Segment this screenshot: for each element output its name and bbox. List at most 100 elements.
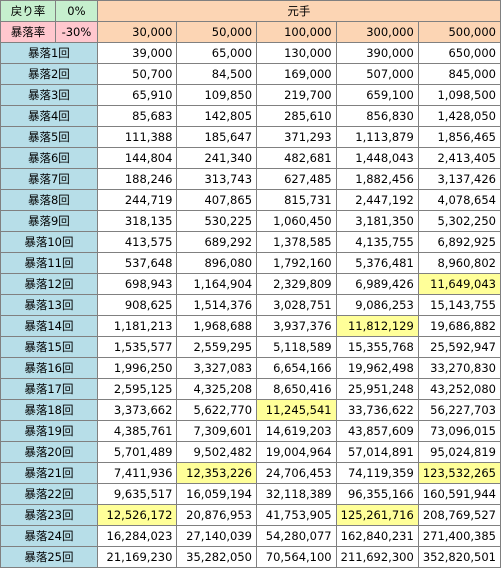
balance-cell[interactable]: 125,261,716 [335,504,419,526]
balance-cell[interactable]: 185,647 [176,126,258,148]
balance-cell[interactable]: 16,284,023 [96,525,178,547]
balance-cell[interactable]: 14,619,203 [256,420,337,442]
balance-cell[interactable]: 1,181,213 [96,315,178,337]
balance-cell[interactable]: 1,060,450 [256,210,337,232]
balance-cell[interactable]: 413,575 [96,231,178,253]
balance-cell[interactable]: 19,962,498 [335,357,419,379]
balance-cell[interactable]: 11,649,043 [417,273,501,295]
balance-cell[interactable]: 219,700 [256,84,337,106]
balance-cell[interactable]: 390,000 [335,42,419,64]
balance-cell[interactable]: 9,502,482 [176,441,258,463]
balance-cell[interactable]: 32,118,389 [256,483,337,505]
balance-cell[interactable]: 8,650,416 [256,378,337,400]
balance-cell[interactable]: 285,610 [256,105,337,127]
balance-cell[interactable]: 57,014,891 [335,441,419,463]
balance-cell[interactable]: 1,098,500 [417,84,501,106]
balance-cell[interactable]: 482,681 [256,147,337,169]
balance-cell[interactable]: 20,876,953 [176,504,258,526]
balance-cell[interactable]: 1,164,904 [176,273,258,295]
balance-cell[interactable]: 11,245,541 [256,399,337,421]
balance-cell[interactable]: 12,353,226 [176,462,258,484]
balance-cell[interactable]: 84,500 [176,63,258,85]
balance-cell[interactable]: 2,413,405 [417,147,501,169]
balance-cell[interactable]: 896,080 [176,252,258,274]
balance-cell[interactable]: 5,376,481 [335,252,419,274]
balance-cell[interactable]: 507,000 [335,63,419,85]
balance-cell[interactable]: 4,385,761 [96,420,178,442]
balance-cell[interactable]: 142,805 [176,105,258,127]
balance-cell[interactable]: 65,000 [176,42,258,64]
balance-cell[interactable]: 15,143,755 [417,294,501,316]
balance-cell[interactable]: 1,514,376 [176,294,258,316]
balance-cell[interactable]: 856,830 [335,105,419,127]
balance-cell[interactable]: 162,840,231 [335,525,419,547]
balance-cell[interactable]: 43,252,080 [417,378,501,400]
balance-cell[interactable]: 5,302,250 [417,210,501,232]
balance-cell[interactable]: 7,411,936 [96,462,178,484]
balance-cell[interactable]: 85,683 [96,105,178,127]
balance-cell[interactable]: 2,329,809 [256,273,337,295]
balance-cell[interactable]: 3,181,350 [335,210,419,232]
balance-cell[interactable]: 627,485 [256,168,337,190]
balance-cell[interactable]: 2,447,192 [335,189,419,211]
balance-cell[interactable]: 16,059,194 [176,483,258,505]
balance-cell[interactable]: 241,340 [176,147,258,169]
rebound-rate-value[interactable]: 0% [55,0,98,22]
balance-cell[interactable]: 3,028,751 [256,294,337,316]
balance-cell[interactable]: 27,140,039 [176,525,258,547]
balance-cell[interactable]: 24,706,453 [256,462,337,484]
balance-cell[interactable]: 5,118,589 [256,336,337,358]
balance-cell[interactable]: 56,227,703 [417,399,501,421]
balance-cell[interactable]: 815,731 [256,189,337,211]
balance-cell[interactable]: 371,293 [256,126,337,148]
balance-cell[interactable]: 352,820,501 [417,546,501,568]
balance-cell[interactable]: 11,812,129 [335,315,419,337]
balance-cell[interactable]: 845,000 [417,63,501,85]
balance-cell[interactable]: 130,000 [256,42,337,64]
balance-cell[interactable]: 19,004,964 [256,441,337,463]
balance-cell[interactable]: 4,078,654 [417,189,501,211]
balance-cell[interactable]: 5,701,489 [96,441,178,463]
balance-cell[interactable]: 54,280,077 [256,525,337,547]
balance-cell[interactable]: 1,792,160 [256,252,337,274]
balance-cell[interactable]: 4,135,755 [335,231,419,253]
balance-cell[interactable]: 407,865 [176,189,258,211]
balance-cell[interactable]: 9,635,517 [96,483,178,505]
balance-cell[interactable]: 19,686,882 [417,315,501,337]
balance-cell[interactable]: 188,246 [96,168,178,190]
balance-cell[interactable]: 35,282,050 [176,546,258,568]
balance-cell[interactable]: 211,692,300 [335,546,419,568]
balance-cell[interactable]: 1,882,456 [335,168,419,190]
balance-cell[interactable]: 96,355,166 [335,483,419,505]
balance-cell[interactable]: 698,943 [96,273,178,295]
balance-cell[interactable]: 160,591,944 [417,483,501,505]
balance-cell[interactable]: 1,428,050 [417,105,501,127]
balance-cell[interactable]: 6,892,925 [417,231,501,253]
balance-cell[interactable]: 4,325,208 [176,378,258,400]
balance-cell[interactable]: 33,270,830 [417,357,501,379]
balance-cell[interactable]: 12,526,172 [96,504,178,526]
balance-cell[interactable]: 95,024,819 [417,441,501,463]
balance-cell[interactable]: 2,595,125 [96,378,178,400]
balance-cell[interactable]: 6,654,166 [256,357,337,379]
balance-cell[interactable]: 650,000 [417,42,501,64]
balance-cell[interactable]: 313,743 [176,168,258,190]
balance-cell[interactable]: 1,113,879 [335,126,419,148]
balance-cell[interactable]: 169,000 [256,63,337,85]
balance-cell[interactable]: 908,625 [96,294,178,316]
balance-cell[interactable]: 537,648 [96,252,178,274]
balance-cell[interactable]: 244,719 [96,189,178,211]
balance-cell[interactable]: 3,373,662 [96,399,178,421]
balance-cell[interactable]: 5,622,770 [176,399,258,421]
balance-cell[interactable]: 144,804 [96,147,178,169]
balance-cell[interactable]: 3,327,083 [176,357,258,379]
balance-cell[interactable]: 9,086,253 [335,294,419,316]
balance-cell[interactable]: 318,135 [96,210,178,232]
balance-cell[interactable]: 33,736,622 [335,399,419,421]
balance-cell[interactable]: 109,850 [176,84,258,106]
balance-cell[interactable]: 3,137,426 [417,168,501,190]
balance-cell[interactable]: 73,096,015 [417,420,501,442]
balance-cell[interactable]: 65,910 [96,84,178,106]
balance-cell[interactable]: 41,753,905 [256,504,337,526]
balance-cell[interactable]: 74,119,359 [335,462,419,484]
